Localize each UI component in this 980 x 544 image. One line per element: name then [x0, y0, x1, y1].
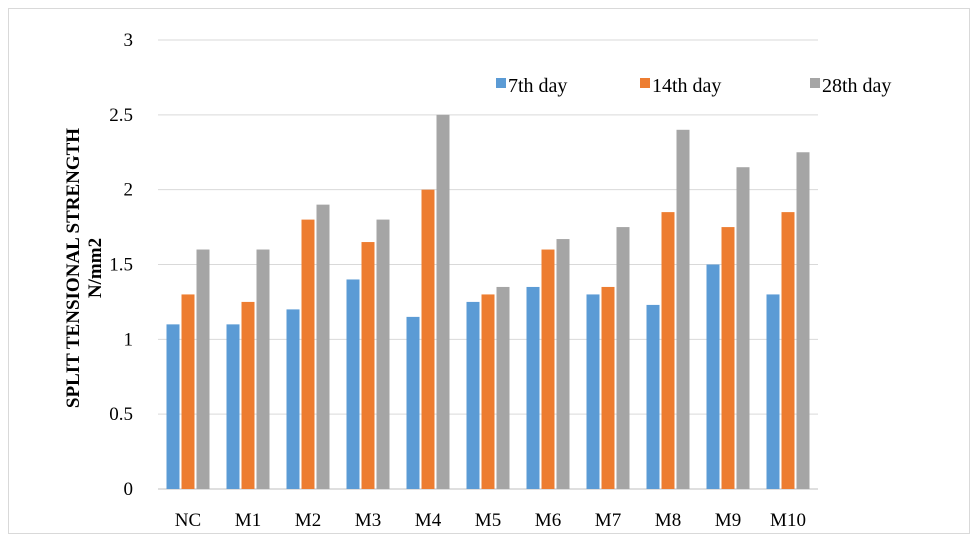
bar-14th-day-M5 [481, 294, 495, 489]
x-tick-label: M4 [415, 510, 442, 531]
bar-7th-day-M8 [646, 304, 660, 489]
x-tick-label: M8 [655, 510, 681, 531]
bar-14th-day-NC [181, 294, 195, 489]
bar-7th-day-M10 [766, 294, 780, 489]
bar-28th-day-M2 [316, 204, 330, 489]
bar-14th-day-M3 [361, 242, 375, 489]
legend-swatch [810, 78, 820, 88]
bar-7th-day-M1 [226, 324, 240, 489]
y-axis-label-line2: N/mm2 [85, 238, 106, 298]
x-tick-label: M3 [355, 510, 381, 531]
bar-28th-day-M8 [676, 129, 690, 490]
x-tick-label: M9 [715, 510, 741, 531]
bar-28th-day-M10 [796, 152, 810, 489]
bar-7th-day-M5 [466, 301, 480, 489]
y-tick-label: 1 [124, 329, 134, 350]
bar-14th-day-M1 [241, 301, 255, 489]
y-tick-label: 3 [124, 30, 134, 51]
legend: 7th day 14th day 28th day [496, 75, 891, 97]
bar-28th-day-NC [196, 249, 210, 489]
bar-28th-day-M9 [736, 167, 750, 489]
bar-28th-day-M4 [436, 114, 450, 489]
bar-14th-day-M7 [601, 286, 615, 489]
bar-14th-day-M2 [301, 219, 315, 489]
bar-14th-day-M4 [421, 189, 435, 489]
bar-7th-day-M2 [286, 309, 300, 489]
x-tick-label: M5 [475, 510, 501, 531]
y-tick-label: 0 [124, 479, 134, 500]
bar-7th-day-M4 [406, 316, 420, 489]
y-tick-label: 2.5 [109, 105, 133, 126]
x-tick-label: M6 [535, 510, 561, 531]
y-tick-label: 0.5 [109, 404, 133, 425]
y-tick-label: 1.5 [109, 255, 133, 276]
legend-swatch [640, 78, 650, 88]
bar-7th-day-M7 [586, 294, 600, 489]
bar-28th-day-M1 [256, 249, 270, 489]
y-tick-label: 2 [124, 180, 134, 201]
x-tick-label: M2 [295, 510, 321, 531]
x-tick-label: NC [175, 510, 201, 531]
x-tick-label: M10 [770, 510, 806, 531]
bar-14th-day-M6 [541, 249, 555, 489]
legend-label: 7th day [508, 75, 567, 97]
bar-7th-day-M3 [346, 279, 360, 489]
bars [166, 114, 810, 490]
bar-7th-day-NC [166, 324, 180, 489]
x-tick-label: M1 [235, 510, 261, 531]
bar-14th-day-M10 [781, 212, 795, 489]
bar-28th-day-M6 [556, 239, 570, 489]
bar-28th-day-M7 [616, 227, 630, 490]
x-tick-labels: NC M1 M2 M3 M4 M5 M6 M7 M8 M9 M10 [175, 510, 806, 531]
legend-label: 28th day [822, 75, 891, 97]
bar-28th-day-M5 [496, 286, 510, 489]
bar-7th-day-M9 [706, 264, 720, 489]
legend-swatch [496, 78, 506, 88]
bar-28th-day-M3 [376, 219, 390, 489]
y-axis-label-line1: SPLIT TENSIONAL STRENGTH [63, 128, 84, 408]
x-tick-label: M7 [595, 510, 621, 531]
bar-14th-day-M9 [721, 227, 735, 490]
bar-7th-day-M6 [526, 286, 540, 489]
bar-14th-day-M8 [661, 212, 675, 489]
y-tick-labels: 0 0.5 1 1.5 2 2.5 3 [109, 30, 133, 500]
legend-label: 14th day [652, 75, 721, 97]
